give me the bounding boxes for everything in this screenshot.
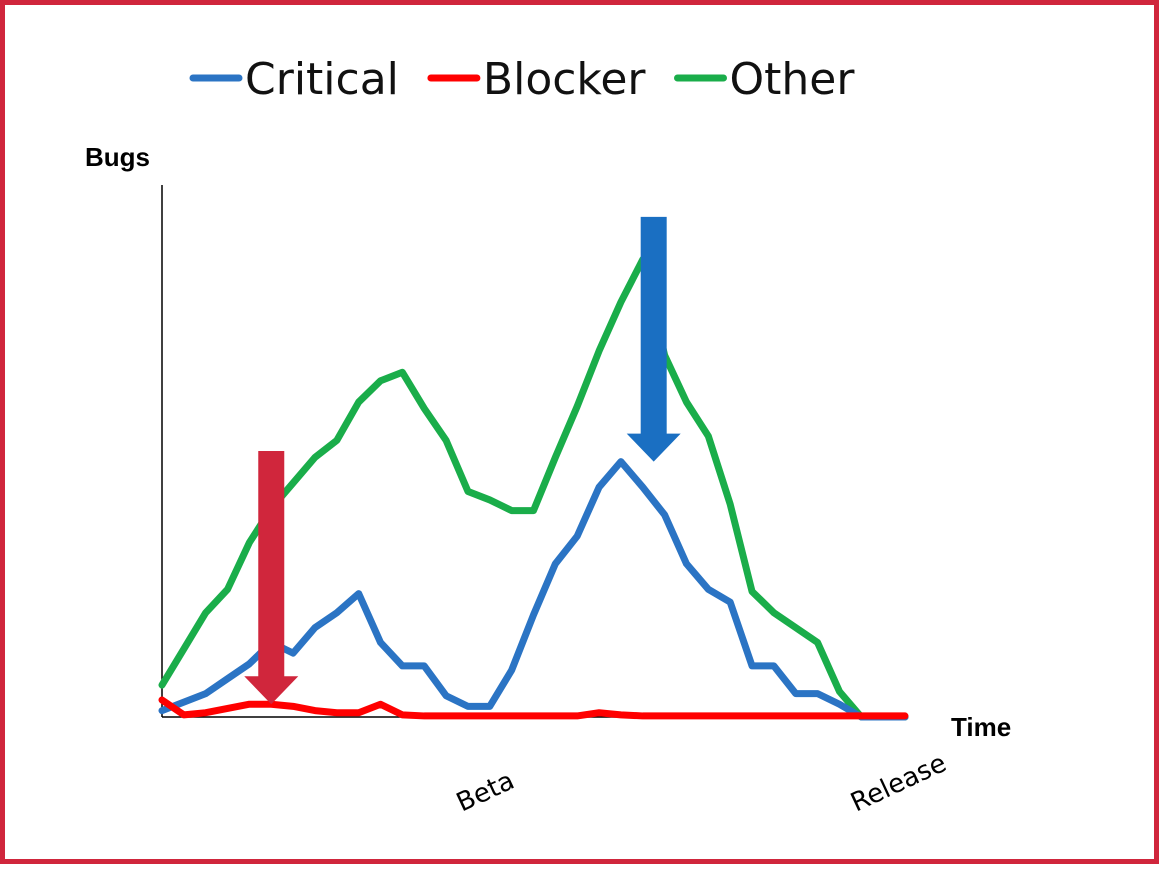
series-line-blocker: [158, 696, 909, 720]
annotation-arrows: [244, 216, 681, 705]
series-group: [158, 255, 909, 721]
series-line-other: [158, 255, 909, 721]
axes: Bugs Time: [85, 142, 1011, 742]
legend-label-other: Other: [730, 54, 856, 105]
x-tick-label-release: Release: [846, 748, 951, 818]
annotation-arrow-2: [626, 216, 681, 462]
x-tick-labels: Beta Release: [452, 748, 951, 818]
legend: Critical Blocker Other: [189, 54, 856, 105]
x-tick-label-beta: Beta: [452, 766, 519, 819]
series-line-critical: [158, 458, 909, 721]
annotation-arrow-1: [244, 451, 299, 705]
legend-label-blocker: Blocker: [483, 54, 647, 105]
chart-svg: Critical Blocker Other Bugs Time Beta Relea…: [85, 54, 1011, 818]
x-axis-title: Time: [951, 712, 1011, 742]
legend-label-critical: Critical: [245, 54, 399, 105]
y-axis-title: Bugs: [85, 142, 150, 172]
